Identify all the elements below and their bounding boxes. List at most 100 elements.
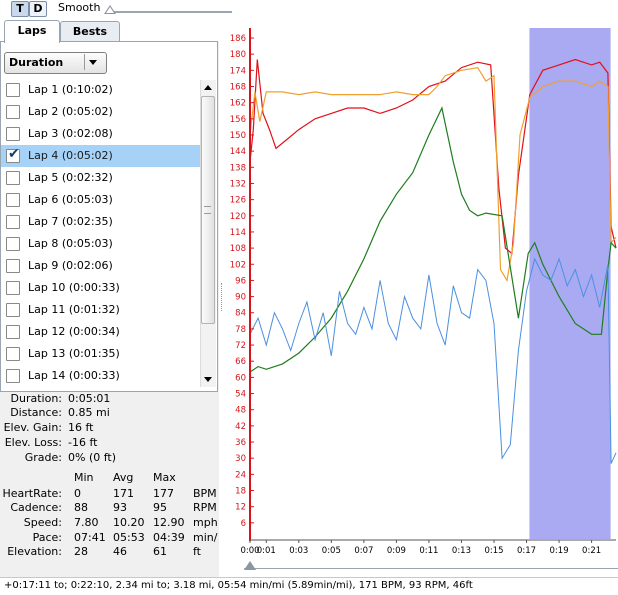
timeline-slider-track[interactable] [244,568,618,569]
lap-checkbox[interactable] [6,303,20,317]
smooth-slider-track[interactable] [112,11,232,13]
lap-row[interactable]: Lap 3 (0:02:08) [1,123,200,145]
metric-label: HeartRate: [2,487,62,500]
panel-splitter[interactable] [221,283,224,311]
tab-laps[interactable]: Laps [4,20,60,43]
lap-row[interactable]: Lap 8 (0:05:03) [1,233,200,255]
y-tick-label: 150 [230,131,246,141]
metric-min: 88 [74,501,88,514]
lap-row[interactable]: Lap 5 (0:02:32) [1,167,200,189]
metric-min: 07:41 [74,531,106,544]
lap-checkbox[interactable] [6,369,20,383]
y-tick-label: 186 [230,34,246,44]
tab-bests[interactable]: Bests [60,21,120,42]
metric-avg: 46 [113,545,127,558]
smooth-slider-thumb[interactable] [104,5,116,14]
y-tick-label: 18 [235,487,246,497]
lap-checkbox[interactable] [6,193,20,207]
sort-dropdown-value: Duration [9,56,64,69]
lap-row[interactable]: Lap 7 (0:02:35) [1,211,200,233]
y-tick-label: 42 [235,422,246,432]
lap-label: Lap 14 (0:00:33) [28,369,120,382]
y-tick-label: 90 [235,293,246,303]
y-tick-label: 12 [235,503,246,513]
y-tick-label: 54 [235,390,246,400]
x-tick-label: 0:00 [240,546,259,556]
min-header: Min [74,471,94,484]
y-tick-label: 138 [230,163,246,173]
metric-unit: min/ [193,531,218,544]
lap-row[interactable]: Lap 2 (0:05:02) [1,101,200,123]
y-tick-label: 144 [230,147,246,157]
y-tick-label: 180 [230,50,246,60]
scroll-up-arrow-icon[interactable] [201,81,214,94]
distance-label: Distance: [10,406,62,419]
lap-label: Lap 1 (0:10:02) [28,83,113,96]
lap-label: Lap 9 (0:02:06) [28,259,113,272]
lap-checkbox[interactable] [6,127,20,141]
status-bar-text: +0:17:11 to; 0:22:10, 2.34 mi to; 3.18 m… [4,580,473,591]
lap-row[interactable]: Lap 9 (0:02:06) [1,255,200,277]
y-tick-label: 102 [230,260,246,270]
y-tick-label: 168 [230,82,246,92]
metric-min: 28 [74,545,88,558]
metric-label: Pace: [32,531,62,544]
y-tick-label: 48 [235,406,246,416]
timeline-slider-thumb[interactable] [244,561,256,570]
lap-label: Lap 13 (0:01:35) [28,347,120,360]
lap-checkbox[interactable] [6,259,20,273]
distance-axis-button[interactable]: D [29,1,47,17]
scroll-down-arrow-icon[interactable] [201,373,214,386]
y-tick-label: 78 [235,325,246,335]
dropdown-divider [84,54,85,70]
y-tick-label: 84 [235,309,246,319]
time-axis-button[interactable]: T [11,1,29,17]
y-tick-label: 30 [235,454,246,464]
series-heartrate [249,58,617,255]
x-tick-label: 0:13 [452,546,471,556]
selection-highlight [529,28,611,539]
lap-checkbox[interactable] [6,215,20,229]
lap-checkbox[interactable] [6,325,20,339]
sort-dropdown[interactable] [4,52,107,74]
metric-unit: RPM [193,501,217,514]
y-tick-label: 120 [230,212,246,222]
lap-row[interactable]: Lap 13 (0:01:35) [1,343,200,365]
scrollbar-thumb[interactable] [201,96,215,324]
y-tick-label: 24 [235,470,246,480]
metric-unit: mph [193,516,218,529]
series-cadence [249,66,617,283]
lap-row[interactable]: Lap 6 (0:05:03) [1,189,200,211]
lap-row[interactable]: Lap 12 (0:00:34) [1,321,200,343]
lap-row[interactable]: Lap 10 (0:00:33) [1,277,200,299]
lap-checkbox[interactable] [6,83,20,97]
lap-checkbox[interactable]: ✔ [6,146,20,163]
x-tick-label: 0:05 [322,546,341,556]
lap-row[interactable]: Lap 11 (0:01:32) [1,299,200,321]
grade-value: 0% (0 ft) [68,451,117,464]
smooth-label: Smooth [58,1,101,14]
y-tick-label: 108 [230,244,246,254]
lap-checkbox[interactable] [6,237,20,251]
lap-checkbox[interactable] [6,105,20,119]
lap-checkbox[interactable] [6,281,20,295]
duration-label: Duration: [10,392,62,405]
elev-gain-value: 16 ft [68,421,94,434]
lap-checkbox[interactable] [6,347,20,361]
metric-max: 61 [153,545,167,558]
x-tick-label: 0:07 [354,546,373,556]
y-tick-label: 126 [230,196,246,206]
x-tick-label: 0:15 [484,546,503,556]
lap-row[interactable]: Lap 1 (0:10:02) [1,79,200,101]
lap-label: Lap 5 (0:02:32) [28,171,113,184]
elev-loss-value: -16 ft [68,436,98,449]
chevron-down-icon[interactable] [89,60,97,65]
status-divider [0,577,618,578]
x-tick-label: 0:11 [419,546,438,556]
lap-row[interactable]: ✔ Lap 4 (0:05:02) [1,145,200,167]
workout-chart[interactable]: 1861801741681621561501441381321261201141… [228,24,618,560]
lap-row[interactable]: Lap 14 (0:00:33) [1,365,200,387]
metric-label: Speed: [23,516,62,529]
lap-checkbox[interactable] [6,171,20,185]
metric-max: 177 [153,487,174,500]
